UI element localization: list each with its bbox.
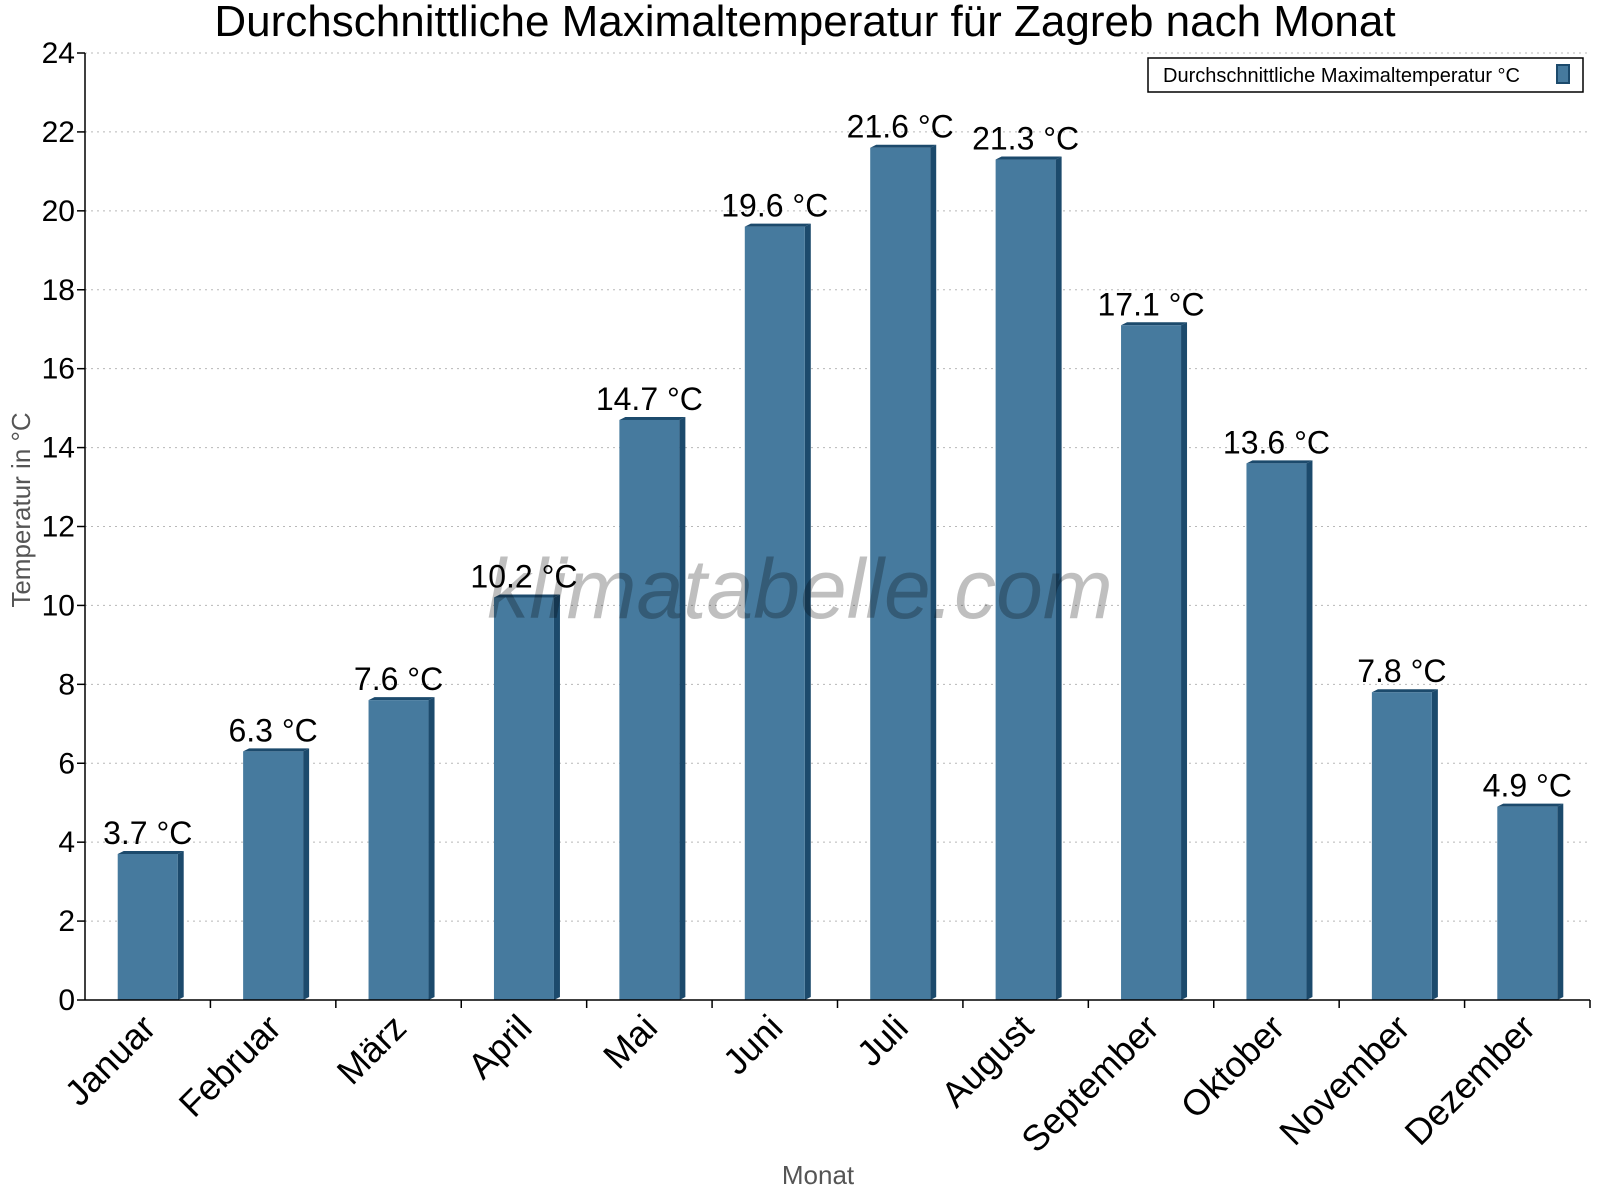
- bar-top: [243, 748, 310, 752]
- y-tick-label: 8: [58, 668, 75, 701]
- bar-top: [117, 851, 184, 855]
- bar-front: [619, 419, 680, 1000]
- bar-top: [368, 697, 435, 701]
- bar-side: [679, 416, 686, 1000]
- bar: [995, 156, 1062, 1001]
- bar: [1246, 460, 1313, 1000]
- bar: [1371, 689, 1438, 1000]
- bar-side: [1181, 322, 1188, 1000]
- y-tick-label: 24: [42, 37, 75, 70]
- bar-top: [1246, 460, 1313, 464]
- data-label: 7.6 °C: [354, 661, 443, 697]
- x-tick-label: Oktober: [1173, 1007, 1293, 1127]
- bar-top: [619, 416, 686, 420]
- bar: [493, 594, 560, 1000]
- bar-side: [553, 594, 560, 1000]
- bar: [1121, 322, 1188, 1000]
- bar-top: [744, 223, 811, 227]
- data-label: 21.3 °C: [972, 121, 1079, 157]
- x-tick-label: März: [329, 1007, 415, 1093]
- legend: Durchschnittliche Maximaltemperatur °C: [1147, 57, 1584, 93]
- chart-title: Durchschnittliche Maximaltemperatur für …: [214, 0, 1395, 46]
- bar-side: [930, 144, 937, 1000]
- bar-front: [1371, 692, 1432, 1000]
- bar-side: [1557, 803, 1564, 1000]
- bar-side: [177, 851, 184, 1000]
- bars: [117, 144, 1564, 1001]
- data-label: 7.8 °C: [1357, 653, 1446, 689]
- y-tick-label: 20: [42, 195, 75, 228]
- bar: [744, 223, 811, 1000]
- bar-front: [117, 854, 178, 1000]
- bar-front: [243, 751, 304, 1000]
- data-label: 13.6 °C: [1223, 424, 1330, 460]
- bar-side: [303, 748, 310, 1000]
- x-tick-label: Juni: [715, 1007, 791, 1083]
- data-label: 3.7 °C: [103, 815, 192, 851]
- bar: [619, 416, 686, 1000]
- y-tick-label: 4: [58, 826, 75, 859]
- bar: [870, 144, 937, 1000]
- bar-side: [804, 223, 811, 1000]
- bar-front: [1246, 463, 1307, 1000]
- bar-top: [870, 144, 937, 148]
- bar-front: [870, 147, 931, 1000]
- bar: [243, 748, 310, 1000]
- bar-top: [1121, 322, 1188, 326]
- bar-side: [1055, 156, 1062, 1001]
- y-axis-label: Temperatur in °C: [6, 412, 36, 607]
- bar: [117, 851, 184, 1000]
- bar-front: [493, 597, 554, 1000]
- x-axis-ticks: Januar Februar März April Mai Juni Juli AugustS…: [57, 1000, 1591, 1161]
- y-tick-label: 10: [42, 589, 75, 622]
- bar-front: [1121, 325, 1182, 1000]
- legend-entry-label: Durchschnittliche Maximaltemperatur °C: [1163, 65, 1520, 87]
- x-tick-label: Juli: [849, 1007, 916, 1074]
- gridlines: [85, 52, 1590, 922]
- bar-side: [1306, 460, 1313, 1000]
- x-tick-label: November: [1271, 1007, 1417, 1153]
- x-tick-label: Februar: [171, 1007, 289, 1125]
- y-tick-label: 6: [58, 747, 75, 780]
- bar-front: [368, 700, 429, 1000]
- bar-side: [428, 697, 435, 1000]
- x-tick-label: Januar: [57, 1007, 164, 1114]
- legend-swatch: [1556, 64, 1570, 84]
- data-label: 4.9 °C: [1483, 768, 1572, 804]
- data-labels: 3.7 °C 6.3 °C 7.6 °C 10.2 °C 14.7 °C 19.6 °C 2…: [103, 109, 1572, 851]
- legend-box: [1147, 57, 1584, 93]
- y-tick-label: 22: [42, 116, 75, 149]
- bar-top: [1497, 803, 1564, 807]
- bar-front: [1497, 806, 1558, 1000]
- data-label: 14.7 °C: [596, 381, 703, 417]
- data-label: 17.1 °C: [1098, 286, 1205, 322]
- bar-front: [744, 226, 805, 1000]
- bar-side: [1431, 689, 1438, 1000]
- bar-top: [995, 156, 1062, 160]
- y-tick-label: 18: [42, 274, 75, 307]
- bar-front: [995, 159, 1056, 1001]
- x-axis-label: Monat: [782, 1160, 855, 1190]
- data-label: 19.6 °C: [721, 188, 828, 224]
- x-tick-label: August: [933, 1007, 1041, 1115]
- x-tick-label: April: [460, 1007, 540, 1087]
- data-label: 6.3 °C: [228, 712, 317, 748]
- bar-top: [1371, 689, 1438, 693]
- x-tick-label: September: [1013, 1007, 1167, 1161]
- x-tick-label: Mai: [595, 1007, 665, 1077]
- y-tick-label: 16: [42, 353, 75, 386]
- bar: [368, 697, 435, 1000]
- data-label: 21.6 °C: [847, 109, 954, 145]
- bar: [1497, 803, 1564, 1000]
- y-tick-label: 0: [58, 984, 75, 1017]
- y-tick-label: 12: [42, 511, 75, 544]
- y-tick-label: 2: [58, 905, 75, 938]
- x-tick-label: Dezember: [1397, 1007, 1543, 1153]
- data-label: 10.2 °C: [470, 559, 577, 595]
- y-tick-label: 14: [42, 432, 75, 465]
- bar-top: [493, 594, 560, 598]
- watermark: klimatabelle.com: [487, 542, 1113, 636]
